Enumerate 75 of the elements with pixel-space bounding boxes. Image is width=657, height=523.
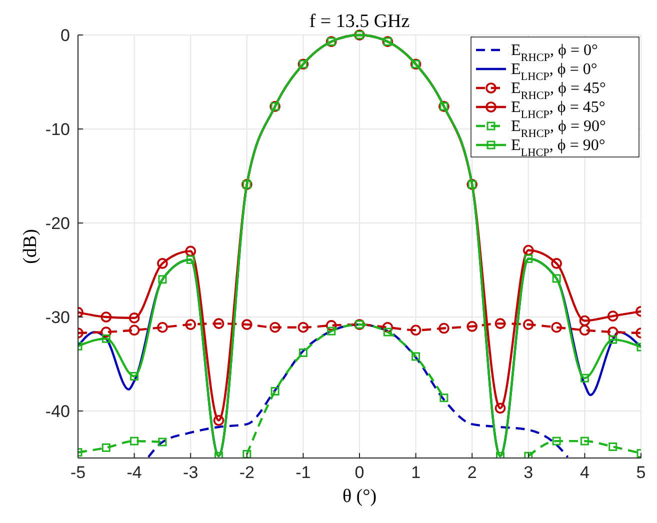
point [157, 322, 168, 333]
point [270, 322, 280, 333]
x-tick-label: -1 [296, 463, 311, 482]
point [580, 374, 589, 382]
point [158, 438, 167, 446]
x-tick-label: 3 [524, 463, 534, 482]
point [438, 322, 450, 334]
point [213, 415, 224, 426]
point [130, 436, 139, 446]
x-tick-label: 1 [411, 463, 421, 482]
x-tick-label: -5 [70, 463, 86, 482]
point [157, 258, 168, 269]
point [270, 387, 280, 396]
point [524, 254, 533, 263]
point [100, 312, 112, 322]
point [580, 436, 589, 446]
point [185, 246, 196, 257]
point [382, 322, 394, 333]
point [242, 319, 252, 330]
point [552, 436, 561, 446]
point [242, 450, 252, 458]
y-axis-title: (dB) [20, 229, 41, 264]
point [412, 352, 420, 361]
point [607, 326, 618, 338]
legend-label: E$_{LHCP}$, ϕ = 0° [511, 61, 598, 83]
x-tick-label: -2 [239, 463, 254, 482]
point [608, 442, 618, 451]
legend-label: E$_{RHCP}$, ϕ = 45° [511, 80, 606, 102]
x-tick-label: 0 [354, 463, 364, 482]
point [130, 372, 139, 380]
point [158, 275, 167, 284]
point [466, 321, 478, 332]
point [579, 315, 590, 326]
point [100, 326, 112, 338]
y-tick-label: -10 [45, 120, 70, 139]
point [551, 258, 562, 269]
legend-label: E$_{LHCP}$, ϕ = 45° [511, 99, 606, 121]
point [494, 318, 506, 329]
point [185, 319, 196, 330]
legend-label: E$_{RHCP}$, ϕ = 0° [511, 42, 598, 64]
y-tick-label: -40 [45, 402, 70, 421]
y-tick-label: 0 [60, 26, 70, 45]
x-tick-label: 4 [580, 463, 590, 482]
point [607, 310, 618, 322]
point [102, 443, 110, 452]
legend-label: E$_{RHCP}$, ϕ = 90° [511, 118, 606, 140]
legend-label: E$_{LHCP}$, ϕ = 90° [511, 137, 606, 159]
point [410, 324, 422, 336]
y-tick-label: -20 [45, 214, 70, 233]
point [102, 334, 110, 343]
point [440, 394, 448, 402]
point [523, 319, 534, 330]
y-tick-label: -30 [45, 308, 70, 327]
point [523, 244, 534, 256]
point [383, 328, 392, 336]
point [213, 318, 224, 329]
x-tick-label: 5 [636, 463, 646, 482]
x-tick-label: 2 [467, 463, 477, 482]
point [298, 322, 309, 333]
point [608, 335, 618, 344]
x-axis-title: θ (°) [342, 486, 377, 507]
point [326, 320, 337, 331]
point [186, 255, 195, 264]
point [579, 324, 590, 336]
point [327, 326, 336, 336]
point [128, 312, 140, 324]
x-tick-label: -3 [183, 463, 198, 482]
point [128, 324, 140, 336]
chart-title: f = 13.5 GHz [309, 11, 410, 32]
point [494, 402, 506, 414]
point [551, 322, 562, 333]
x-tick-label: -4 [126, 463, 142, 482]
point [298, 348, 308, 357]
point [524, 452, 533, 458]
point [552, 274, 561, 283]
